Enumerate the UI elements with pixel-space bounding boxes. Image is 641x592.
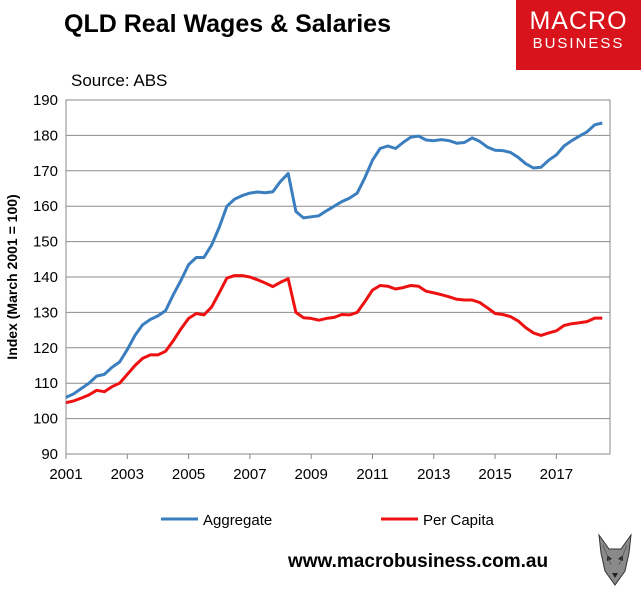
- series-line-aggregate: [65, 121, 603, 399]
- x-tick-label: 2015: [478, 466, 511, 483]
- x-tick-labels: 2001 2003 2005 2007 2009 2011 2013 2015 2017: [49, 454, 573, 483]
- x-tick-label: 2009: [294, 466, 327, 483]
- y-tick-label: 160: [33, 198, 58, 215]
- series-line-per-capita: [65, 274, 603, 405]
- website-url: www.macrobusiness.com.au: [288, 551, 549, 572]
- logo-line-2: BUSINESS: [532, 35, 625, 52]
- y-tick-label: 100: [33, 411, 58, 428]
- y-tick-label: 150: [33, 234, 58, 251]
- y-tick-labels: 90 100 110 120 130 140 150 160 170 180 190: [33, 92, 58, 463]
- series-lines: [65, 121, 603, 405]
- wolf-logo-icon: [593, 531, 637, 587]
- y-tick-label: 170: [33, 163, 58, 180]
- brand-logo: MACRO BUSINESS: [516, 0, 641, 70]
- y-tick-label: 120: [33, 340, 58, 357]
- y-tick-label: 110: [34, 375, 58, 392]
- x-tick-label: 2013: [417, 466, 450, 483]
- legend-label-per-capita: Per Capita: [423, 512, 495, 529]
- x-tick-label: 2011: [356, 466, 388, 483]
- y-tick-label: 140: [33, 269, 58, 286]
- y-tick-label: 180: [33, 127, 58, 144]
- logo-line-1: MACRO: [529, 7, 628, 35]
- legend: Aggregate Per Capita: [161, 512, 495, 529]
- y-tick-label: 90: [41, 446, 58, 463]
- chart-title: QLD Real Wages & Salaries: [64, 10, 391, 38]
- gridlines: [66, 134, 610, 420]
- x-tick-label: 2017: [540, 466, 573, 483]
- y-tick-label: 130: [33, 304, 58, 321]
- y-axis-label: Index (March 2001 = 100): [4, 194, 20, 359]
- x-tick-label: 2007: [233, 466, 266, 483]
- source-note: Source: ABS: [71, 71, 168, 90]
- x-tick-label: 2005: [172, 466, 205, 483]
- x-tick-label: 2001: [49, 466, 82, 483]
- legend-label-aggregate: Aggregate: [203, 512, 272, 529]
- y-tick-label: 190: [33, 92, 58, 109]
- x-tick-label: 2003: [111, 466, 144, 483]
